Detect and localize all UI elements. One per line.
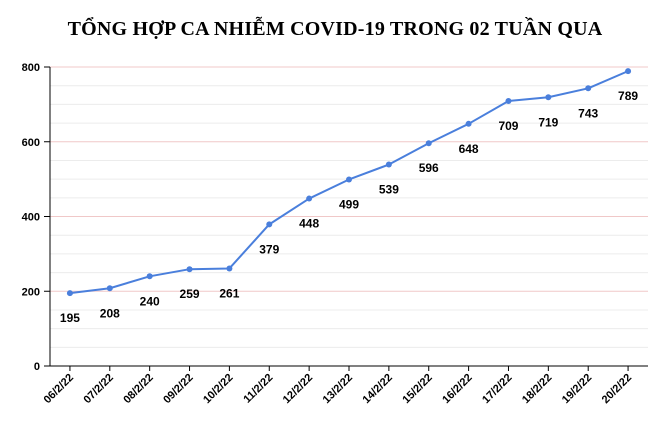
data-label: 499 [339, 197, 359, 211]
data-point [385, 161, 392, 168]
grid-layer [50, 66, 648, 348]
x-tick-label: 18/2/22 [520, 372, 554, 406]
y-tick-label: 0 [34, 361, 40, 373]
data-point [146, 273, 153, 280]
x-tick-label: 20/2/22 [600, 372, 634, 406]
data-label: 596 [419, 161, 439, 175]
data-point [425, 140, 432, 147]
data-label: 719 [538, 115, 558, 129]
y-tick-label: 600 [22, 137, 40, 149]
x-tick-label: 12/2/22 [281, 372, 315, 406]
label-layer: 195 208 240 259 261 379 448 499 539 596 648 709 719 7… [60, 89, 638, 325]
data-label: 259 [180, 287, 200, 301]
x-tick-label: 06/2/22 [42, 372, 76, 406]
data-point [186, 266, 193, 273]
data-point [465, 120, 472, 127]
data-label: 743 [578, 106, 598, 120]
x-tick-label: 15/2/22 [400, 372, 434, 406]
data-label: 195 [60, 311, 80, 325]
y-tick-label: 800 [22, 62, 40, 74]
axis-layer: 0 200 400 600 800 06/2/22 07/2/22 08/2/22 09/2/2… [22, 62, 648, 406]
data-label: 261 [219, 286, 239, 300]
x-tick-label: 13/2/22 [321, 372, 355, 406]
x-tick-label: 08/2/22 [121, 372, 155, 406]
x-tick-label: 11/2/22 [241, 372, 275, 406]
data-point [266, 221, 273, 228]
data-label: 240 [140, 294, 160, 308]
data-label: 539 [379, 183, 399, 197]
data-label: 789 [618, 89, 638, 103]
data-label: 379 [259, 242, 279, 256]
data-point [306, 195, 313, 202]
data-point [66, 290, 73, 297]
x-tick-label: 16/2/22 [440, 372, 474, 406]
y-tick-label: 400 [22, 212, 40, 224]
y-tick-label: 200 [22, 286, 40, 298]
data-label: 648 [459, 142, 479, 156]
x-tick-label: 10/2/22 [201, 372, 235, 406]
data-point [505, 98, 512, 105]
data-label: 448 [299, 217, 319, 231]
chart-title: TỔNG HỢP CA NHIỄM COVID-19 TRONG 02 TUẦN… [67, 18, 603, 40]
x-tick-label: 17/2/22 [480, 372, 514, 406]
x-tick-label: 19/2/22 [560, 372, 594, 406]
x-tick-label: 09/2/22 [161, 372, 195, 406]
data-point [226, 265, 233, 272]
data-point [106, 285, 113, 292]
data-point [346, 176, 352, 183]
data-point [625, 68, 632, 75]
x-tick-label: 14/2/22 [361, 372, 395, 406]
point-layer [66, 68, 632, 297]
data-label: 709 [498, 119, 518, 133]
x-tick-label: 07/2/22 [81, 372, 115, 406]
data-point [585, 85, 592, 92]
data-point [545, 94, 552, 101]
data-label: 208 [100, 306, 120, 320]
